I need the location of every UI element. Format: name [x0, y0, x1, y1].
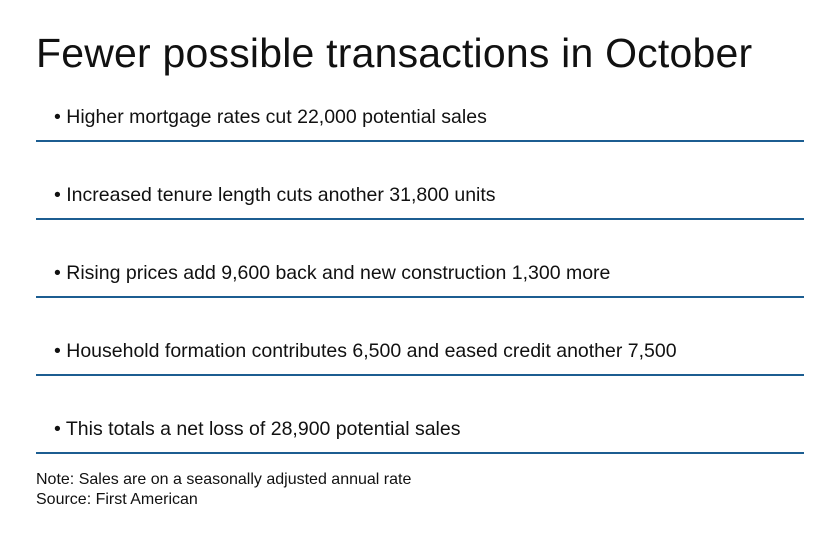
- list-item: • Household formation contributes 6,500 …: [36, 298, 804, 376]
- list-item-text: • Increased tenure length cuts another 3…: [54, 183, 496, 206]
- note-text: Note: Sales are on a seasonally adjusted…: [36, 471, 412, 488]
- list-item-text: • This totals a net loss of 28,900 poten…: [54, 417, 461, 440]
- list-item: • Rising prices add 9,600 back and new c…: [36, 220, 804, 298]
- source-text: Source: First American: [36, 491, 198, 508]
- list-item: • Higher mortgage rates cut 22,000 poten…: [36, 100, 804, 142]
- list-item-text: • Rising prices add 9,600 back and new c…: [54, 261, 611, 284]
- list-item-text: • Higher mortgage rates cut 22,000 poten…: [54, 105, 487, 128]
- list-item-text: • Household formation contributes 6,500 …: [54, 339, 677, 362]
- bullet-list: • Higher mortgage rates cut 22,000 poten…: [36, 100, 804, 454]
- list-item: • This totals a net loss of 28,900 poten…: [36, 376, 804, 454]
- page-title: Fewer possible transactions in October: [36, 30, 753, 76]
- footnotes: Note: Sales are on a seasonally adjusted…: [36, 470, 411, 510]
- list-item: • Increased tenure length cuts another 3…: [36, 142, 804, 220]
